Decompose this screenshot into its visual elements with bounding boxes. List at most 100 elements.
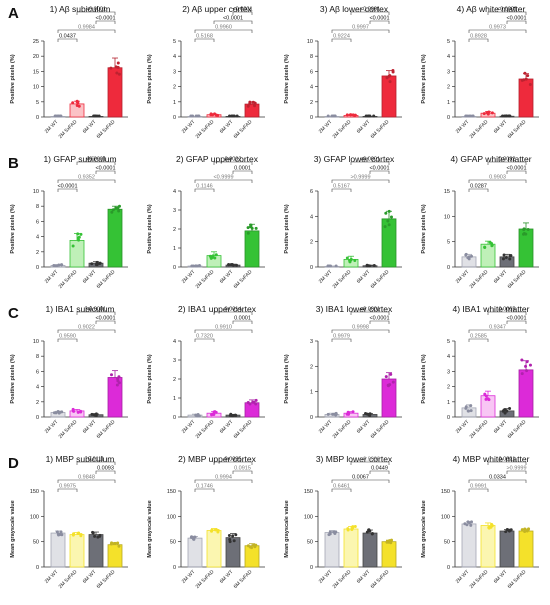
p-value-label: 0.0093 bbox=[97, 466, 114, 472]
data-point bbox=[229, 263, 233, 267]
comparison-bracket bbox=[468, 329, 527, 333]
p-value-label: <0.0001 bbox=[95, 316, 115, 322]
panel-c4: 4) IBA1 white matter Positive pixels (%) 0… bbox=[421, 304, 539, 440]
panel-d1: 1) MBP subiculum Mean grayscale value 0 50 1… bbox=[10, 454, 128, 590]
data-point bbox=[372, 264, 376, 268]
x-tick-label: 2M 5xFAD bbox=[469, 119, 490, 140]
data-point bbox=[76, 232, 80, 236]
data-point bbox=[214, 253, 218, 257]
y-axis-label: Mean grayscale value bbox=[421, 500, 427, 558]
panel-a4: 4) Aβ white matter Positive pixels (%) 0 1 2… bbox=[421, 4, 539, 140]
data-point bbox=[353, 525, 357, 529]
y-tick-label: 3 bbox=[173, 69, 176, 75]
data-point bbox=[55, 530, 59, 534]
p-value-label: >0.9999 bbox=[350, 175, 370, 181]
y-tick-label: 5 bbox=[447, 339, 450, 345]
data-point bbox=[246, 104, 250, 108]
y-tick-label: 100 bbox=[304, 514, 313, 520]
data-point bbox=[505, 409, 509, 413]
data-point bbox=[93, 534, 97, 538]
panel-title: 3) Aβ lower cortex bbox=[320, 4, 389, 14]
x-tick-label: 2M WT bbox=[44, 419, 60, 435]
panel-d3: 3) MBP lower cortex Mean grayscale value 0… bbox=[284, 454, 402, 590]
y-tick-label: 10 bbox=[33, 339, 39, 345]
comparison-bracket bbox=[194, 479, 253, 483]
data-point bbox=[385, 76, 389, 80]
x-tick-label: 2M WT bbox=[44, 119, 60, 135]
data-point bbox=[345, 256, 349, 260]
data-point bbox=[212, 412, 216, 416]
p-value-label: 0.5167 bbox=[333, 184, 350, 190]
data-point bbox=[345, 113, 349, 117]
x-tick-label: 6M WT bbox=[219, 569, 235, 585]
data-point bbox=[349, 113, 353, 117]
data-point bbox=[469, 404, 473, 408]
data-point bbox=[253, 104, 257, 108]
comparison-bracket bbox=[350, 461, 390, 465]
data-point bbox=[77, 238, 81, 242]
data-point bbox=[254, 543, 258, 547]
panel-title: 2) MBP upper cortex bbox=[178, 454, 257, 464]
p-value-label: 0.0334 bbox=[489, 475, 506, 481]
comparison-bracket bbox=[76, 311, 116, 315]
comparison-bracket bbox=[350, 11, 390, 15]
panel-title: 4) GFAP white matter bbox=[450, 154, 531, 164]
y-tick-label: 50 bbox=[33, 540, 39, 546]
data-point bbox=[116, 61, 120, 65]
y-tick-label: 50 bbox=[307, 540, 313, 546]
y-tick-label: 4 bbox=[36, 385, 39, 391]
comparison-bracket bbox=[57, 329, 116, 333]
data-point bbox=[116, 541, 120, 545]
bar-6m-5xfad bbox=[107, 544, 123, 568]
x-tick-label: 6M WT bbox=[82, 569, 98, 585]
panel-c2: 2) IBA1 upper cortex Positive pixels (%) 0… bbox=[147, 304, 265, 440]
data-point bbox=[524, 232, 528, 236]
data-point bbox=[227, 263, 231, 267]
y-axis-label: Positive pixels (%) bbox=[284, 54, 290, 103]
p-value-label: 0.2585 bbox=[470, 334, 487, 340]
bar-2m-5xfad bbox=[206, 530, 222, 568]
comparison-bracket bbox=[232, 320, 253, 324]
data-point bbox=[524, 364, 528, 368]
p-value-label: 0.9998 bbox=[352, 325, 369, 331]
data-point bbox=[370, 532, 374, 536]
y-tick-label: 4 bbox=[173, 339, 176, 345]
y-tick-label: 10 bbox=[444, 214, 450, 220]
data-point bbox=[235, 263, 239, 267]
p-value-label: <0.0001 bbox=[369, 316, 389, 322]
data-point bbox=[117, 209, 121, 213]
comparison-bracket bbox=[468, 179, 527, 183]
p-value-label: <0.0001 bbox=[506, 166, 526, 172]
p-value-label: 0.9910 bbox=[215, 325, 232, 331]
data-point bbox=[391, 380, 395, 384]
p-value-label: 0.9991 bbox=[470, 484, 487, 490]
y-tick-label: 5 bbox=[447, 39, 450, 45]
data-point bbox=[522, 228, 526, 232]
data-point bbox=[486, 111, 490, 115]
x-tick-label: 2M 5xFAD bbox=[195, 119, 216, 140]
x-tick-label: 2M 5xFAD bbox=[195, 419, 216, 440]
y-tick-label: 0 bbox=[36, 415, 39, 421]
data-point bbox=[389, 372, 393, 376]
data-point bbox=[114, 65, 118, 69]
y-tick-label: 1 bbox=[173, 246, 176, 252]
y-tick-label: 3 bbox=[447, 369, 450, 375]
comparison-bracket bbox=[232, 470, 253, 474]
data-point bbox=[227, 533, 231, 537]
data-point bbox=[246, 401, 250, 405]
y-tick-label: 0 bbox=[447, 565, 450, 571]
data-point bbox=[487, 526, 491, 530]
x-tick-label: 2M 5xFAD bbox=[58, 569, 79, 590]
comparison-bracket bbox=[194, 488, 215, 492]
comparison-bracket bbox=[506, 20, 527, 24]
data-point bbox=[334, 530, 338, 534]
comparison-bracket bbox=[213, 311, 253, 315]
p-value-label: 0.0032 bbox=[499, 157, 516, 163]
data-point bbox=[229, 412, 233, 416]
p-value-label: 0.9973 bbox=[489, 25, 506, 31]
data-point bbox=[208, 254, 212, 258]
p-value-label: <0.0001 bbox=[360, 157, 380, 163]
data-point bbox=[346, 527, 350, 531]
data-point bbox=[98, 533, 102, 537]
data-point bbox=[326, 114, 330, 118]
